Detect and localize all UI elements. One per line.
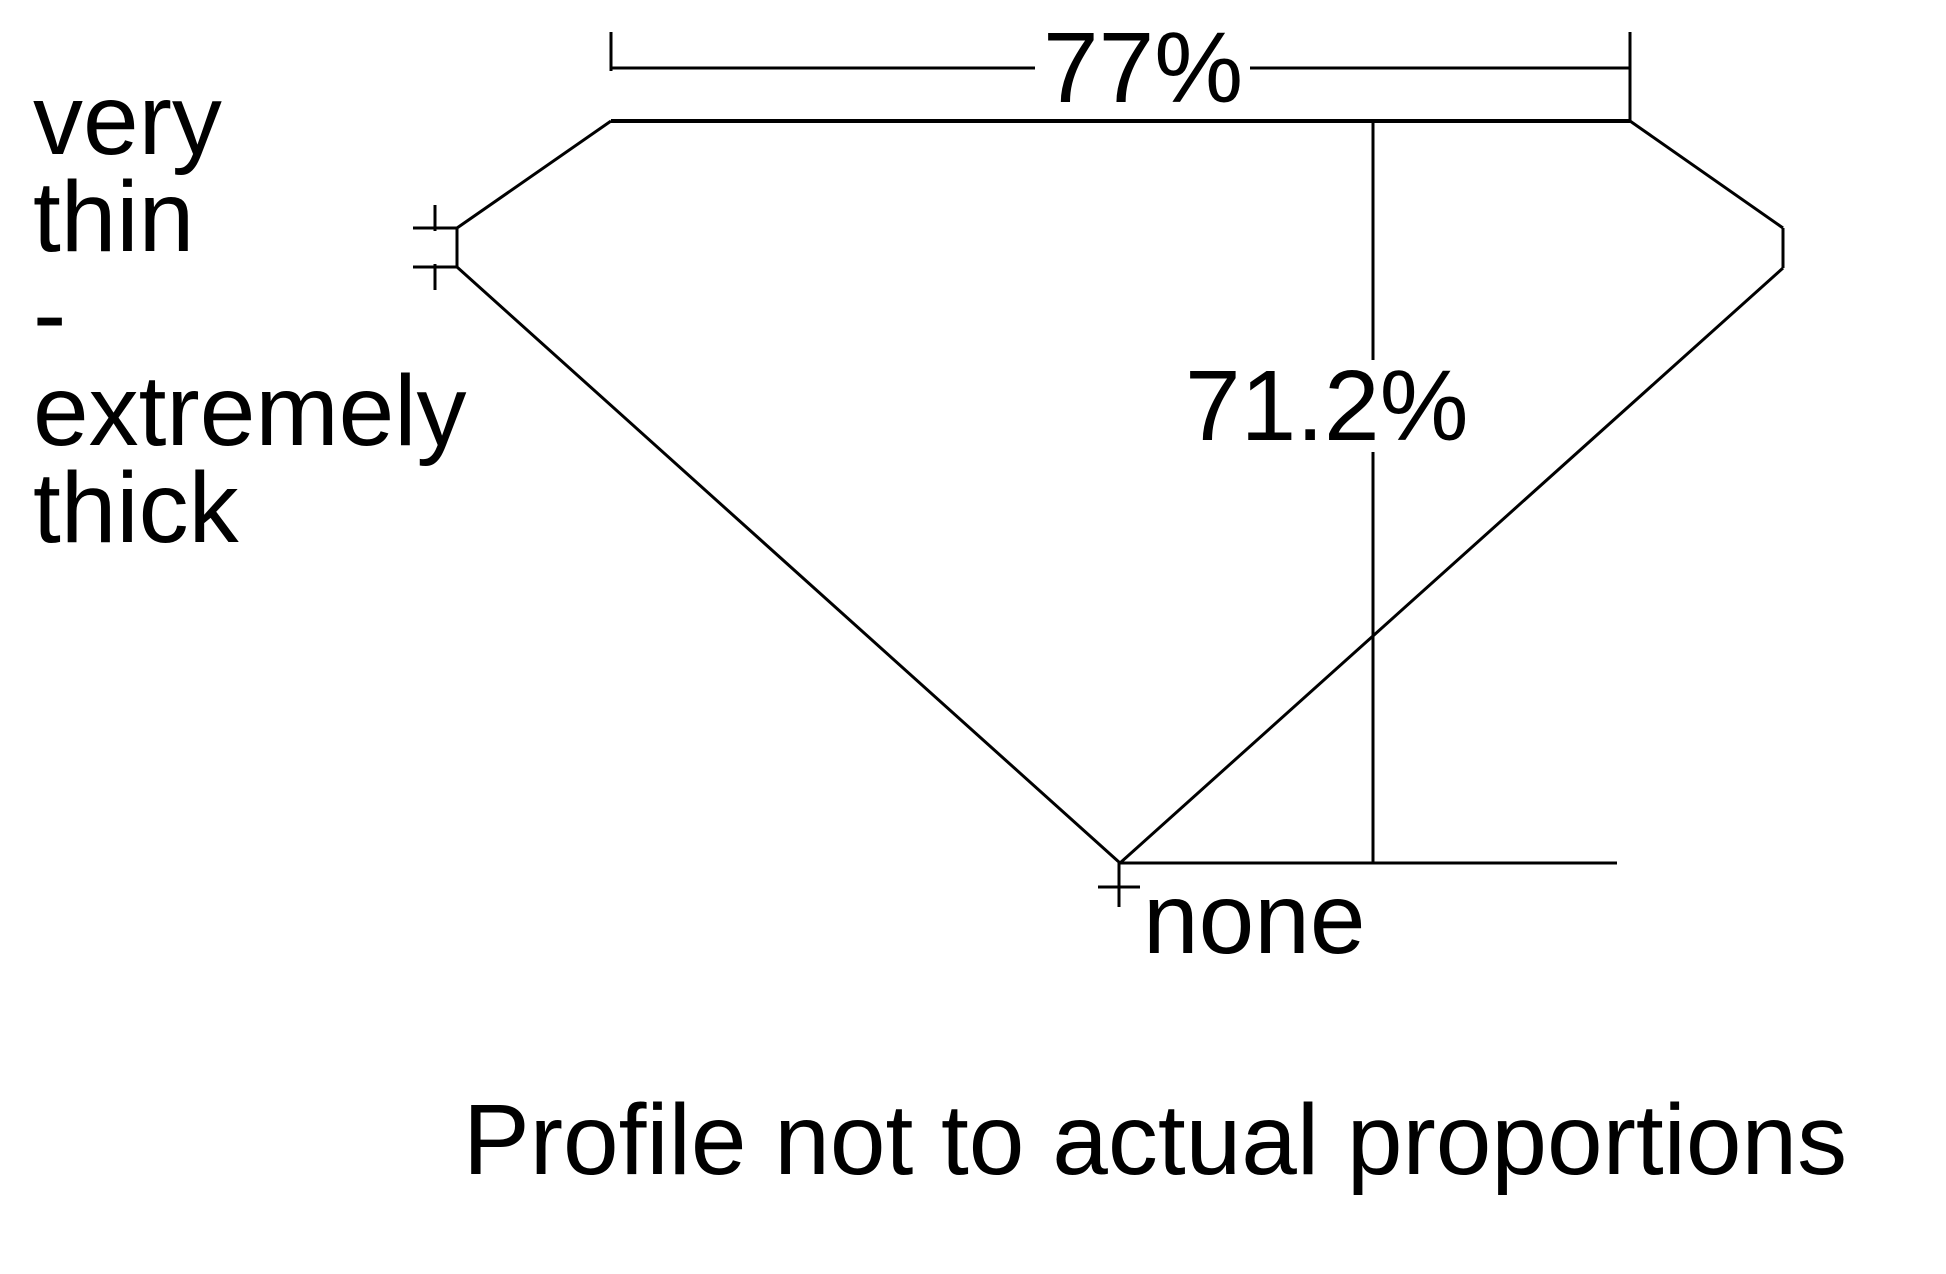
culet-label: none xyxy=(1143,863,1366,975)
girdle-label-line: - xyxy=(33,258,67,370)
crown-facet-right xyxy=(1629,119,1784,230)
girdle-thickness-label: very thin - extremely thick xyxy=(33,64,467,564)
girdle-label-line: extremely xyxy=(33,355,467,467)
caption: Profile not to actual proportions xyxy=(463,1084,1848,1196)
girdle-label-line: thick xyxy=(33,452,239,564)
crown-facet-left xyxy=(456,119,612,230)
pavilion-facet-left xyxy=(455,265,1122,865)
table-percentage-label: 77% xyxy=(1043,12,1244,124)
depth-percentage-label: 71.2% xyxy=(1185,350,1469,462)
pavilion-facet-right xyxy=(1118,266,1785,865)
girdle-label-line: thin xyxy=(33,161,195,273)
girdle-label-line: very xyxy=(33,64,222,176)
